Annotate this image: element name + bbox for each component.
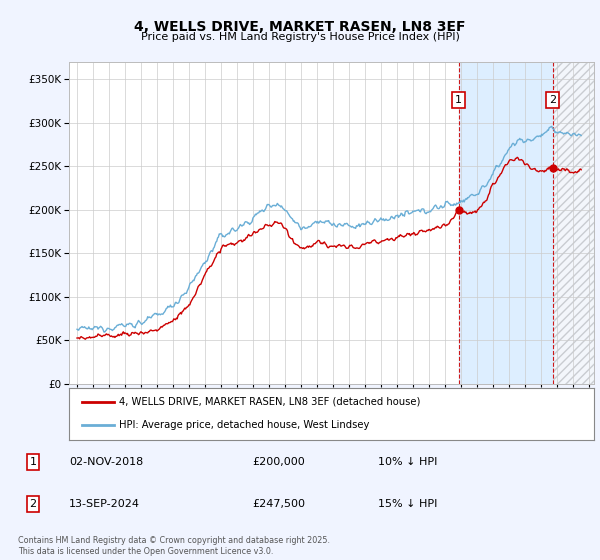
Bar: [553, 62, 594, 384]
Text: 4, WELLS DRIVE, MARKET RASEN, LN8 3EF: 4, WELLS DRIVE, MARKET RASEN, LN8 3EF: [134, 20, 466, 34]
Text: HPI: Average price, detached house, West Lindsey: HPI: Average price, detached house, West…: [119, 420, 369, 430]
Text: £200,000: £200,000: [252, 457, 305, 467]
Text: 02-NOV-2018: 02-NOV-2018: [69, 457, 143, 467]
Text: £247,500: £247,500: [252, 499, 305, 509]
Text: Price paid vs. HM Land Registry's House Price Index (HPI): Price paid vs. HM Land Registry's House …: [140, 32, 460, 43]
Text: 2: 2: [549, 95, 556, 105]
Text: 1: 1: [29, 457, 37, 467]
Text: Contains HM Land Registry data © Crown copyright and database right 2025.
This d: Contains HM Land Registry data © Crown c…: [18, 536, 330, 556]
Text: 13-SEP-2024: 13-SEP-2024: [69, 499, 140, 509]
Text: 1: 1: [455, 95, 462, 105]
Text: 4, WELLS DRIVE, MARKET RASEN, LN8 3EF (detached house): 4, WELLS DRIVE, MARKET RASEN, LN8 3EF (d…: [119, 396, 420, 407]
Bar: [553, 62, 594, 384]
Text: 15% ↓ HPI: 15% ↓ HPI: [378, 499, 437, 509]
Bar: [458, 62, 553, 384]
Text: 2: 2: [29, 499, 37, 509]
Text: 10% ↓ HPI: 10% ↓ HPI: [378, 457, 437, 467]
